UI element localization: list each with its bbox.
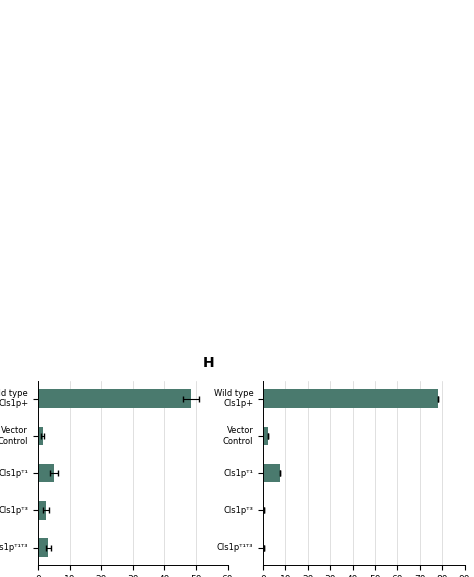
Bar [38, 389, 191, 408]
Bar [38, 464, 54, 482]
Bar [263, 501, 264, 520]
Bar [38, 426, 43, 445]
Bar [38, 501, 46, 520]
Bar [263, 464, 280, 482]
Bar [263, 538, 264, 557]
Text: H: H [203, 356, 214, 370]
Bar [263, 426, 267, 445]
Bar [263, 389, 438, 408]
Bar [38, 538, 48, 557]
